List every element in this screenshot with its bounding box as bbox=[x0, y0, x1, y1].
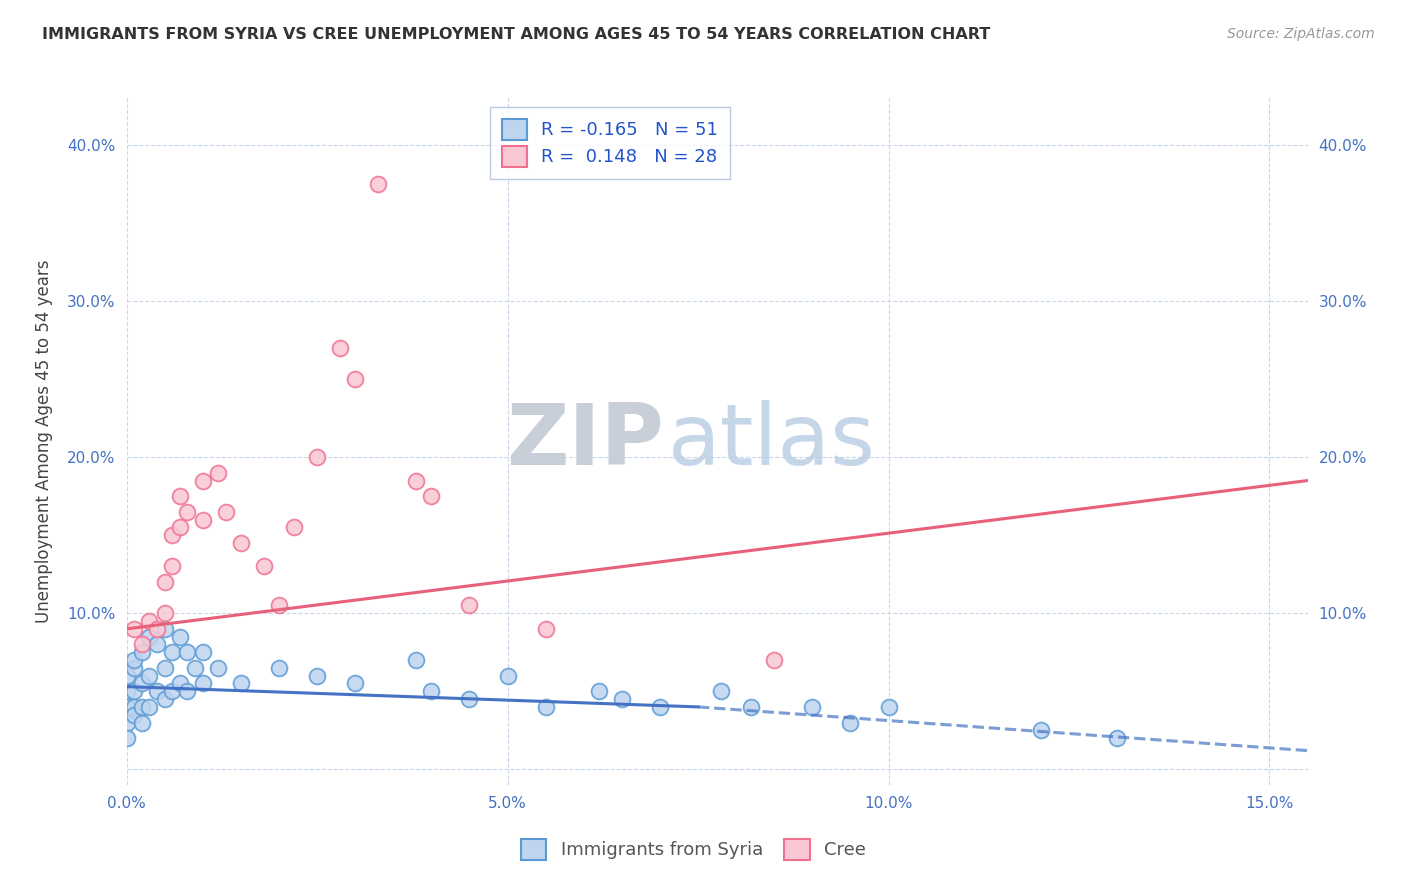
Point bbox=[458, 599, 481, 613]
Point bbox=[496, 669, 519, 683]
Point bbox=[138, 630, 160, 644]
Point bbox=[367, 177, 389, 191]
Point bbox=[191, 645, 214, 659]
Point bbox=[122, 684, 145, 698]
Point bbox=[610, 692, 633, 706]
Point bbox=[162, 559, 184, 574]
Point bbox=[153, 661, 176, 675]
Point bbox=[458, 692, 481, 706]
Point bbox=[191, 474, 214, 488]
Point bbox=[191, 676, 214, 690]
Text: IMMIGRANTS FROM SYRIA VS CREE UNEMPLOYMENT AMONG AGES 45 TO 54 YEARS CORRELATION: IMMIGRANTS FROM SYRIA VS CREE UNEMPLOYME… bbox=[42, 27, 990, 42]
Point bbox=[153, 574, 176, 589]
Point bbox=[305, 450, 328, 464]
Text: atlas: atlas bbox=[668, 400, 876, 483]
Point bbox=[131, 645, 153, 659]
Point bbox=[122, 699, 145, 714]
Point bbox=[169, 520, 191, 534]
Point bbox=[267, 599, 290, 613]
Point bbox=[146, 684, 169, 698]
Point bbox=[267, 661, 290, 675]
Point bbox=[740, 699, 762, 714]
Point bbox=[191, 512, 214, 526]
Point bbox=[169, 489, 191, 503]
Point bbox=[214, 505, 236, 519]
Point bbox=[588, 684, 610, 698]
Point bbox=[420, 489, 443, 503]
Point bbox=[207, 661, 229, 675]
Point bbox=[115, 699, 138, 714]
Point bbox=[283, 520, 305, 534]
Point bbox=[146, 622, 169, 636]
Point bbox=[138, 669, 160, 683]
Point bbox=[534, 622, 557, 636]
Point bbox=[1029, 723, 1052, 738]
Point bbox=[146, 637, 169, 651]
Point bbox=[122, 707, 145, 722]
Point bbox=[229, 676, 252, 690]
Point bbox=[405, 474, 427, 488]
Point bbox=[176, 645, 198, 659]
Point bbox=[710, 684, 733, 698]
Point bbox=[1107, 731, 1129, 746]
Point bbox=[534, 699, 557, 714]
Point bbox=[153, 607, 176, 621]
Point bbox=[115, 731, 138, 746]
Text: ZIP: ZIP bbox=[506, 400, 664, 483]
Point bbox=[176, 684, 198, 698]
Point bbox=[122, 661, 145, 675]
Point bbox=[115, 669, 138, 683]
Point bbox=[162, 528, 184, 542]
Point bbox=[153, 692, 176, 706]
Point bbox=[344, 372, 367, 386]
Y-axis label: Unemployment Among Ages 45 to 54 years: Unemployment Among Ages 45 to 54 years bbox=[35, 260, 53, 624]
Point bbox=[877, 699, 900, 714]
Point bbox=[253, 559, 276, 574]
Point bbox=[115, 684, 138, 698]
Point bbox=[305, 669, 328, 683]
Point bbox=[138, 614, 160, 628]
Point bbox=[839, 715, 862, 730]
Point bbox=[122, 653, 145, 667]
Point bbox=[229, 536, 252, 550]
Point bbox=[131, 676, 153, 690]
Text: Source: ZipAtlas.com: Source: ZipAtlas.com bbox=[1227, 27, 1375, 41]
Point bbox=[131, 699, 153, 714]
Point bbox=[162, 645, 184, 659]
Point bbox=[131, 715, 153, 730]
Point bbox=[169, 630, 191, 644]
Point bbox=[176, 505, 198, 519]
Legend: Immigrants from Syria, Cree: Immigrants from Syria, Cree bbox=[513, 831, 873, 867]
Point bbox=[115, 715, 138, 730]
Point bbox=[138, 699, 160, 714]
Point bbox=[763, 653, 786, 667]
Point bbox=[801, 699, 824, 714]
Point bbox=[131, 637, 153, 651]
Point bbox=[162, 684, 184, 698]
Point bbox=[184, 661, 207, 675]
Point bbox=[405, 653, 427, 667]
Point bbox=[207, 466, 229, 480]
Point bbox=[344, 676, 367, 690]
Point bbox=[420, 684, 443, 698]
Point bbox=[122, 622, 145, 636]
Point bbox=[169, 676, 191, 690]
Point bbox=[329, 341, 352, 355]
Point bbox=[648, 699, 671, 714]
Point bbox=[153, 622, 176, 636]
